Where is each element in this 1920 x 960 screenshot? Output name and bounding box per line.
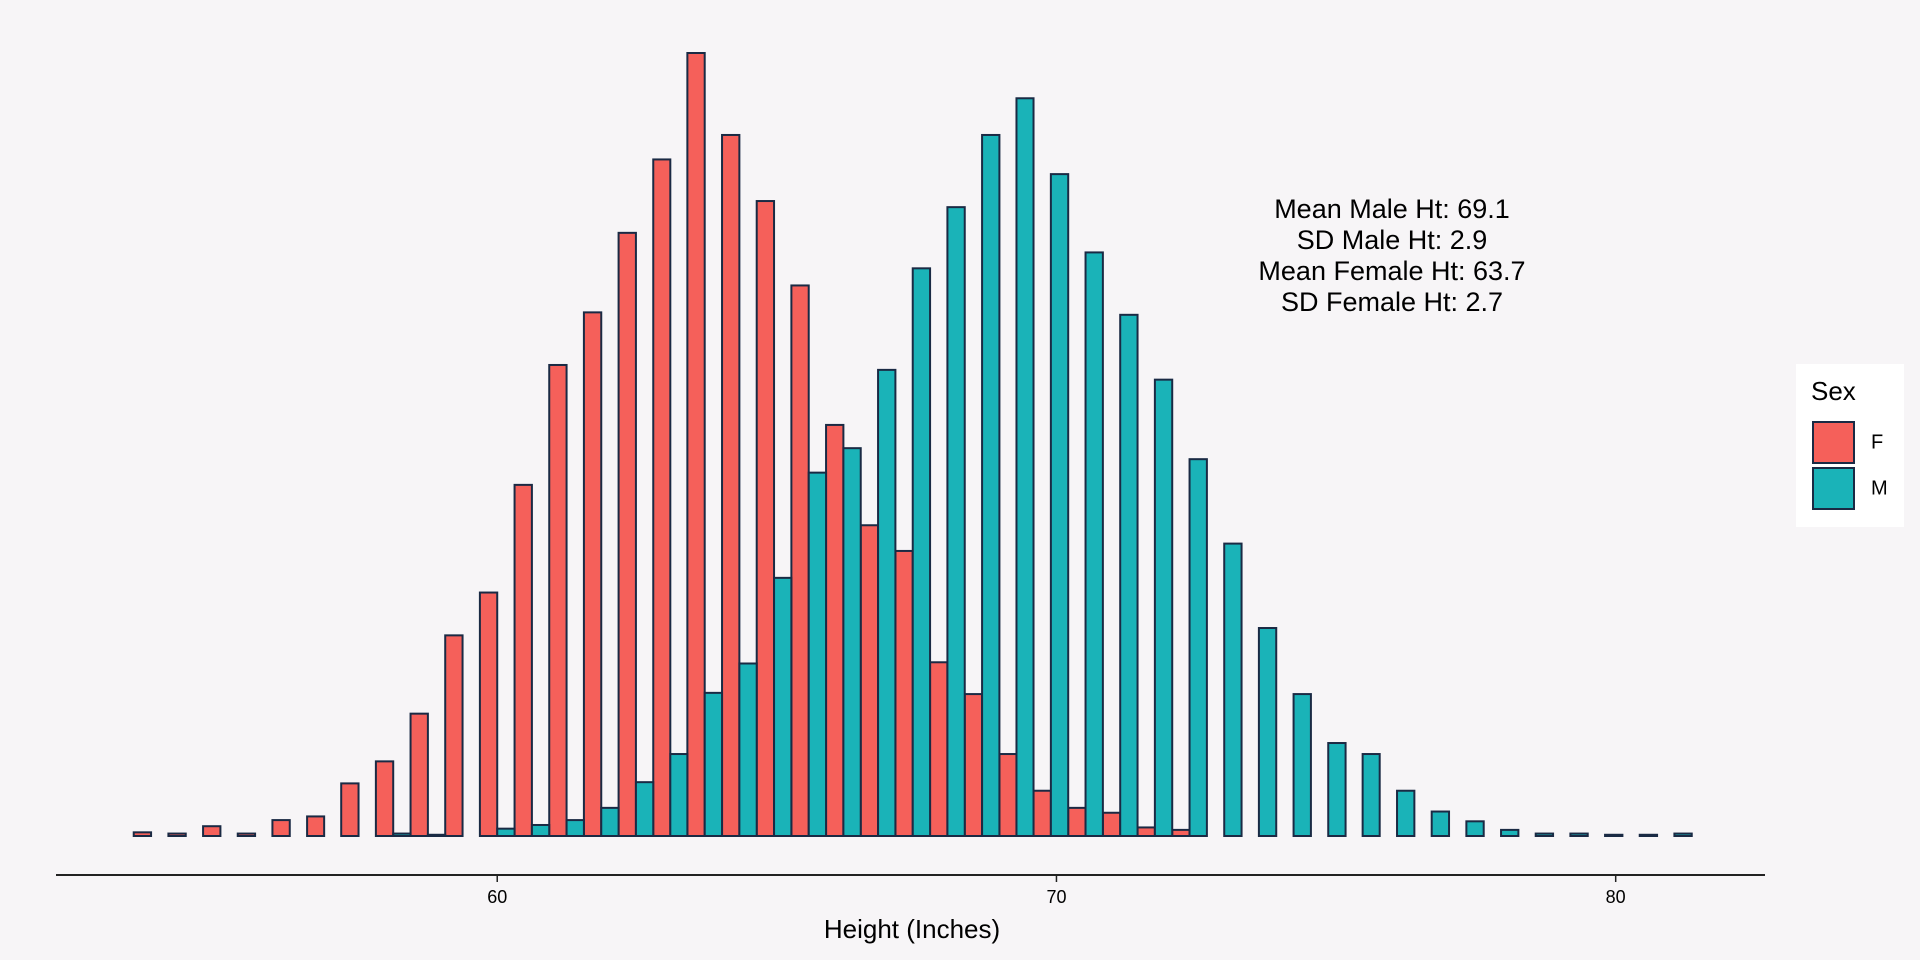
bar: [1119, 313, 1139, 837]
bar: [634, 781, 655, 838]
bar: [513, 483, 533, 837]
bar: [444, 634, 464, 838]
bar: [202, 825, 222, 838]
bar: [1084, 251, 1104, 838]
bar: [565, 819, 585, 838]
bar: [1101, 811, 1122, 838]
bar: [271, 819, 291, 838]
bar: [548, 363, 568, 837]
bar: [963, 693, 984, 837]
bar: [946, 206, 966, 837]
bar: [1465, 820, 1485, 837]
legend-key: [1812, 467, 1855, 510]
annotation: Mean Female Ht: 63.7: [1258, 256, 1525, 286]
bar: [306, 815, 326, 837]
bar: [790, 284, 810, 837]
annotation: Mean Male Ht: 69.1: [1274, 194, 1510, 224]
bar: [929, 661, 949, 837]
bar: [1015, 97, 1035, 837]
legend-label: M: [1871, 477, 1888, 499]
bar: [1327, 742, 1347, 837]
bar: [1292, 693, 1312, 837]
bar: [340, 782, 360, 838]
bar: [167, 832, 187, 837]
bar: [409, 712, 429, 837]
bar: [842, 447, 862, 837]
bar: [1171, 828, 1191, 837]
bar: [1067, 806, 1087, 838]
bar: [1430, 810, 1451, 837]
bar: [392, 832, 412, 837]
x-tick-label: 80: [1606, 887, 1626, 907]
bar: [478, 591, 499, 838]
bar: [877, 368, 897, 837]
bar: [652, 158, 672, 837]
bar: [755, 200, 776, 837]
bar: [686, 52, 706, 837]
bar: [1604, 833, 1624, 837]
bar: [669, 753, 689, 837]
bar: [1534, 832, 1555, 837]
bar: [773, 576, 793, 837]
bar: [1361, 753, 1381, 837]
bar: [132, 831, 153, 838]
annotation: SD Female Ht: 2.7: [1281, 287, 1503, 317]
x-tick-label: 70: [1046, 887, 1066, 907]
bar: [721, 133, 741, 837]
bar: [530, 823, 551, 838]
legend-title: Sex: [1811, 376, 1856, 406]
annotation: SD Male Ht: 2.9: [1297, 225, 1488, 255]
bar: [911, 267, 932, 837]
bar: [582, 311, 603, 837]
bar: [1032, 789, 1052, 837]
bar: [825, 423, 845, 837]
bar: [1188, 458, 1208, 837]
bar: [998, 753, 1018, 837]
bar: [1049, 173, 1070, 838]
bar: [703, 691, 724, 837]
bar: [617, 231, 637, 837]
bar: [859, 524, 880, 837]
bar: [981, 133, 1001, 837]
bar: [236, 832, 257, 837]
x-axis-label: Height (Inches): [824, 914, 1000, 944]
bar: [894, 549, 914, 838]
x-tick-label: 60: [487, 887, 507, 907]
bar: [1396, 789, 1416, 837]
bar: [807, 471, 828, 837]
bar: [496, 827, 516, 837]
legend-key: [1812, 421, 1855, 464]
bar: [738, 662, 758, 837]
bar: [1223, 542, 1243, 837]
bar: [1569, 832, 1589, 837]
bar: [374, 760, 395, 837]
bar: [1500, 828, 1520, 837]
legend-label: F: [1871, 431, 1883, 453]
bar: [600, 806, 620, 838]
bar: [1673, 832, 1693, 837]
bar: [426, 833, 447, 837]
bar: [1638, 833, 1659, 837]
bar: [1153, 378, 1174, 837]
bar: [1136, 826, 1156, 837]
bar: [1257, 627, 1278, 837]
